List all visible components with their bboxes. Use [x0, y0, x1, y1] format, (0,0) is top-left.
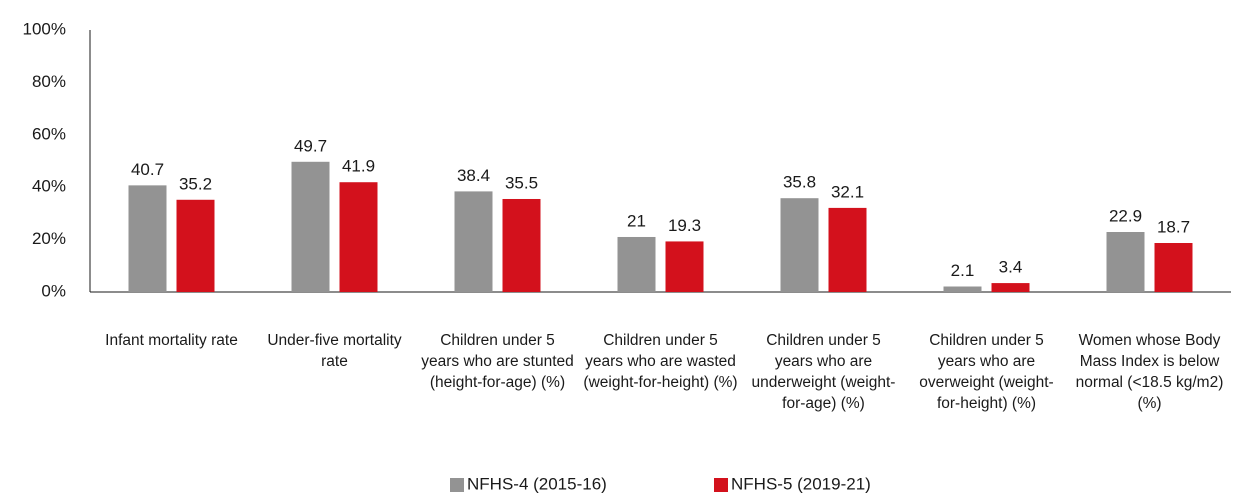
- x-tick-label: Women whose Body Mass Index is below nor…: [1075, 332, 1224, 412]
- data-label: 35.5: [505, 173, 538, 192]
- y-tick-label: 100%: [23, 19, 66, 38]
- data-label: 38.4: [457, 166, 490, 185]
- bar: [991, 283, 1030, 292]
- data-label: 18.7: [1157, 217, 1190, 236]
- x-tick-label: Children under 5 years who are overweigh…: [919, 332, 1054, 412]
- x-tick-label: Children under 5 years who are stunted (…: [421, 332, 574, 391]
- bar: [780, 198, 819, 292]
- data-label: 2.1: [951, 261, 975, 280]
- data-label: 49.7: [294, 136, 327, 155]
- data-label: 3.4: [999, 258, 1023, 277]
- data-label: 22.9: [1109, 206, 1142, 225]
- legend-swatch: [450, 478, 464, 492]
- bar: [454, 191, 493, 292]
- legend-swatch: [714, 478, 728, 492]
- x-tick-label: Children under 5 years who are wasted (w…: [583, 332, 738, 391]
- y-tick-label: 20%: [32, 229, 66, 248]
- data-label: 40.7: [131, 160, 164, 179]
- data-label: 41.9: [342, 157, 375, 176]
- x-tick-label: Infant mortality rate: [105, 332, 238, 349]
- y-tick-label: 80%: [32, 72, 66, 91]
- bar: [943, 286, 982, 292]
- x-tick-label: Children under 5 years who are underweig…: [751, 332, 896, 412]
- bar: [617, 236, 656, 292]
- legend-label: NFHS-5 (2019-21): [731, 474, 871, 493]
- bar: [1106, 232, 1145, 292]
- x-tick-label: Under-five mortality rate: [267, 332, 402, 370]
- data-label: 35.8: [783, 173, 816, 192]
- y-tick-label: 0%: [41, 281, 66, 300]
- bar: [1154, 243, 1193, 292]
- bar: [291, 161, 330, 292]
- bar: [665, 241, 704, 292]
- bar: [339, 182, 378, 292]
- bar: [176, 199, 215, 292]
- y-tick-label: 40%: [32, 177, 66, 196]
- data-label: 21: [627, 211, 646, 230]
- data-label: 35.2: [179, 174, 212, 193]
- bar: [502, 198, 541, 292]
- bar: [128, 185, 167, 292]
- bar: [828, 207, 867, 292]
- data-label: 32.1: [831, 182, 864, 201]
- data-label: 19.3: [668, 216, 701, 235]
- y-tick-label: 60%: [32, 124, 66, 143]
- legend-label: NFHS-4 (2015-16): [467, 474, 607, 493]
